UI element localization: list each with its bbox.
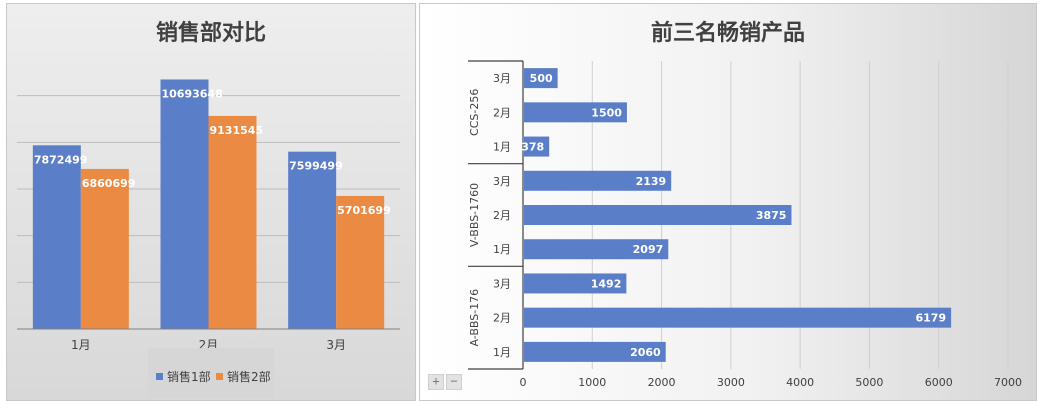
- bar-CCS-256-3月: [524, 68, 558, 89]
- data-label: 1492: [591, 277, 622, 290]
- sales-department-comparison-chart: 销售部对比 7872499 6860699 1月 10693648 9131545 2月 7…: [6, 3, 416, 401]
- data-label: 7872499: [34, 153, 88, 166]
- data-label: 5701699: [337, 204, 391, 217]
- legend-label-series2: 销售2部: [227, 370, 271, 384]
- data-label: 6860699: [82, 177, 136, 190]
- data-label: 3875: [756, 209, 787, 222]
- bar-CCS-256-2月: [524, 102, 627, 123]
- bar-V-BBS-1760-3月: [524, 170, 672, 191]
- zoom-out-button[interactable]: −: [446, 374, 462, 390]
- y-tick-label: 1月: [493, 243, 511, 256]
- data-label: 378: [521, 141, 544, 154]
- bar-销售1部-1月: [32, 145, 81, 329]
- group-label: V-BBS-1760: [468, 183, 481, 247]
- y-tick-label: 3月: [493, 175, 511, 188]
- data-label: 2097: [633, 243, 664, 256]
- x-tick-label: 3000: [717, 376, 745, 389]
- x-tick-label: 0: [520, 376, 527, 389]
- group-label: CCS-256: [468, 89, 481, 136]
- legend-label-series1: 销售1部: [167, 370, 211, 384]
- data-label: 7599499: [289, 160, 343, 173]
- bar-销售2部-3月: [336, 195, 385, 329]
- legend-swatch-series1: [156, 373, 163, 380]
- data-label: 500: [530, 72, 553, 85]
- data-label: 2139: [636, 175, 667, 188]
- x-tick-label: 2000: [648, 376, 676, 389]
- column-chart-plot: 787249968606991月1069364891315452月7599499…: [17, 79, 400, 352]
- bar-销售2部-1月: [80, 168, 129, 329]
- y-tick-label: 2月: [493, 106, 511, 119]
- legend-item-series1: 销售1部: [156, 368, 211, 385]
- chart-title: 销售部对比: [155, 21, 266, 46]
- bar-V-BBS-1760-2月: [524, 205, 792, 225]
- bar-A-BBS-176-3月: [524, 273, 627, 294]
- top-three-products-chart: 前三名畅销产品 0 1000 2000 3000 4000 5000 6000 7000 500…: [419, 3, 1037, 401]
- x-tick-label: 1月: [71, 338, 91, 352]
- x-tick-label: 3月: [326, 338, 346, 352]
- bar-销售1部-3月: [288, 151, 337, 329]
- x-tick-label: 7000: [994, 376, 1022, 389]
- y-tick-label: 3月: [493, 72, 511, 85]
- x-tick-label: 5000: [855, 376, 883, 389]
- y-tick-label: 2月: [493, 209, 511, 222]
- chart-title: 前三名畅销产品: [650, 21, 805, 46]
- y-tick-label: 1月: [493, 141, 511, 154]
- zoom-controls: + −: [428, 374, 462, 390]
- x-tick-label: 1000: [578, 376, 606, 389]
- bar-CCS-256-1月: [524, 136, 550, 157]
- x-tick-label: 4000: [786, 376, 814, 389]
- data-label: 9131545: [210, 124, 264, 137]
- legend-swatch-series2: [216, 373, 223, 380]
- y-tick-label: 2月: [493, 312, 511, 325]
- group-label: A-BBS-176: [468, 289, 481, 347]
- zoom-in-button[interactable]: +: [428, 374, 444, 390]
- data-label: 1500: [591, 106, 622, 119]
- data-label: 2060: [630, 346, 661, 359]
- y-tick-label: 3月: [493, 277, 511, 290]
- legend-item-series2: 销售2部: [216, 368, 271, 385]
- bar-chart-plot: 0 1000 2000 3000 4000 5000 6000 7000 500 3月 1500 2月…: [468, 60, 1022, 389]
- bar-销售1部-2月: [160, 79, 209, 330]
- bar-V-BBS-1760-1月: [524, 239, 669, 260]
- data-label: 6179: [915, 312, 946, 325]
- bar-A-BBS-176-1月: [524, 341, 666, 362]
- data-label: 10693648: [162, 87, 223, 100]
- x-tick-label: 6000: [925, 376, 953, 389]
- chart-legend: 销售1部 销售2部: [148, 348, 274, 398]
- bar-A-BBS-176-2月: [524, 307, 952, 328]
- bar-销售2部-2月: [208, 115, 257, 329]
- y-tick-label: 1月: [493, 346, 511, 359]
